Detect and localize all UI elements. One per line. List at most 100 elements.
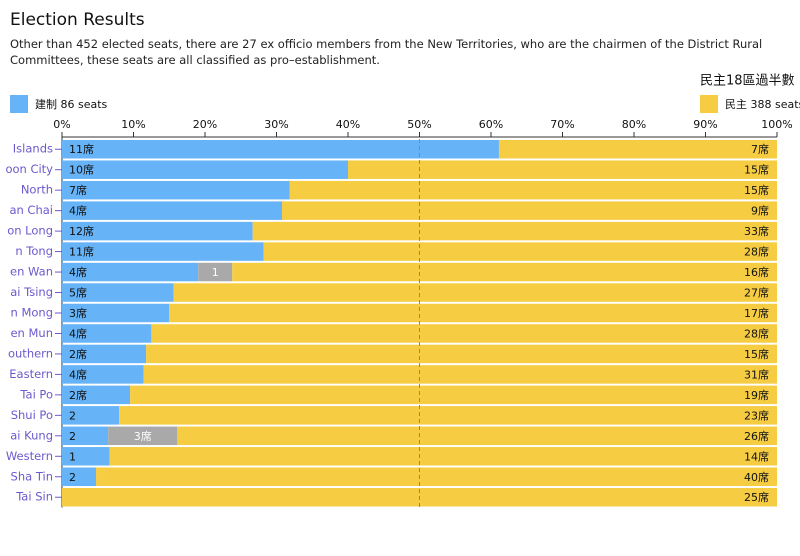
- subtitle-box: Other than 452 elected seats, there are …: [10, 37, 763, 67]
- value-label: 2席: [69, 388, 87, 402]
- value-label: 3席: [134, 429, 152, 443]
- value-label: 33席: [744, 224, 769, 238]
- value-label: 2: [69, 409, 76, 422]
- value-label: 14席: [744, 449, 769, 463]
- bar-segment: [263, 242, 778, 261]
- x-tick-label: 10%: [121, 118, 145, 131]
- value-label: 1: [69, 450, 76, 463]
- bar-segment: [232, 262, 777, 282]
- y-tick-label: en Mun: [10, 326, 53, 340]
- bar-segment: [151, 324, 777, 343]
- x-tick-label: 50%: [407, 118, 431, 131]
- x-tick-label: 30%: [264, 118, 288, 131]
- bar-segment: [62, 221, 253, 241]
- value-label: 15席: [744, 163, 769, 177]
- y-tick-label: Tai Po: [19, 387, 53, 401]
- y-tick-label: Tai Sin: [15, 490, 53, 504]
- value-label: 4席: [69, 265, 87, 279]
- value-label: 4席: [69, 367, 87, 381]
- bar-segment: [62, 283, 174, 302]
- bar-segment: [96, 467, 778, 487]
- bar-segment: [62, 160, 348, 179]
- bar-segment: [169, 303, 777, 323]
- bar-segment: [119, 406, 777, 425]
- y-tick-label: ai Kung: [10, 428, 53, 442]
- bar-segment: [177, 426, 778, 446]
- bar-segment: [62, 426, 109, 446]
- value-label: 40席: [744, 470, 769, 484]
- y-tick-label: n Mong: [11, 305, 54, 319]
- legend-label: 民主 388 seats: [725, 98, 800, 111]
- bar-segment: [62, 242, 264, 261]
- legend-label: 建制 86 seats: [35, 97, 108, 111]
- bar-segment: [146, 344, 777, 364]
- bar-segment: [130, 385, 778, 405]
- value-label: 15席: [744, 347, 769, 361]
- bar-segment: [62, 406, 120, 425]
- bar-segment: [62, 324, 152, 343]
- value-label: 4席: [69, 204, 87, 218]
- value-label: 9席: [751, 204, 769, 218]
- value-label: 2: [69, 471, 76, 484]
- y-tick-label: North: [21, 183, 53, 197]
- value-label: 3席: [69, 306, 87, 320]
- value-label: 7席: [751, 142, 769, 156]
- value-label: 17席: [744, 306, 769, 320]
- value-label: 11席: [69, 142, 94, 156]
- x-tick-label: 70%: [550, 118, 574, 131]
- y-tick-label: Shui Po: [11, 408, 53, 422]
- x-tick-label: 90%: [693, 118, 717, 131]
- x-tick-label: 20%: [193, 118, 217, 131]
- value-label: 2: [69, 430, 76, 443]
- bar-segment: [62, 344, 147, 364]
- legend-swatch: [700, 95, 718, 113]
- bar-segment: [62, 303, 170, 323]
- bar-segment: [62, 139, 499, 159]
- y-tick-label: ai Tsing: [10, 285, 53, 299]
- value-label: 11席: [69, 245, 94, 259]
- bar-segment: [62, 180, 290, 200]
- x-tick-label: 0%: [53, 118, 70, 131]
- y-tick-label: oon City: [5, 162, 53, 176]
- chart-title: Election Results: [10, 10, 145, 30]
- y-tick-label: Eastern: [9, 367, 53, 381]
- value-label: 16席: [744, 265, 769, 279]
- value-label: 31席: [744, 367, 769, 381]
- y-tick-label: Western: [6, 449, 53, 463]
- bar-segment: [289, 180, 777, 200]
- value-label: 2席: [69, 347, 87, 361]
- bar-segment: [62, 385, 131, 405]
- y-tick-label: outhern: [8, 346, 53, 360]
- bar-segment: [198, 262, 233, 282]
- value-label: 23席: [744, 408, 769, 422]
- x-tick-label: 100%: [761, 118, 792, 131]
- bar-segment: [62, 447, 110, 466]
- y-tick-label: Islands: [13, 142, 53, 156]
- value-label: 15席: [744, 183, 769, 197]
- bar-segment: [348, 160, 777, 179]
- bar-segment: [252, 221, 777, 241]
- value-label: 25席: [744, 490, 769, 504]
- legend-swatch: [10, 95, 28, 113]
- bar-segment: [62, 262, 199, 282]
- x-tick-label: 60%: [479, 118, 503, 131]
- value-label: 7席: [69, 183, 87, 197]
- bar-segment: [62, 467, 97, 487]
- y-tick-label: en Wan: [10, 265, 53, 279]
- bar-segment: [143, 365, 777, 384]
- bar-segment: [108, 426, 178, 446]
- value-label: 28席: [744, 326, 769, 340]
- bar-segment: [109, 447, 777, 466]
- value-label: 1: [212, 266, 219, 279]
- value-label: 5席: [69, 286, 87, 300]
- value-label: 27席: [744, 286, 769, 300]
- chart-subtitle: Other than 452 elected seats, there are …: [10, 37, 763, 67]
- bar-segment: [173, 283, 777, 302]
- y-tick-label: on Long: [7, 224, 53, 238]
- y-tick-label: an Chai: [9, 203, 53, 217]
- y-tick-label: Sha Tin: [11, 469, 53, 483]
- value-label: 4席: [69, 326, 87, 340]
